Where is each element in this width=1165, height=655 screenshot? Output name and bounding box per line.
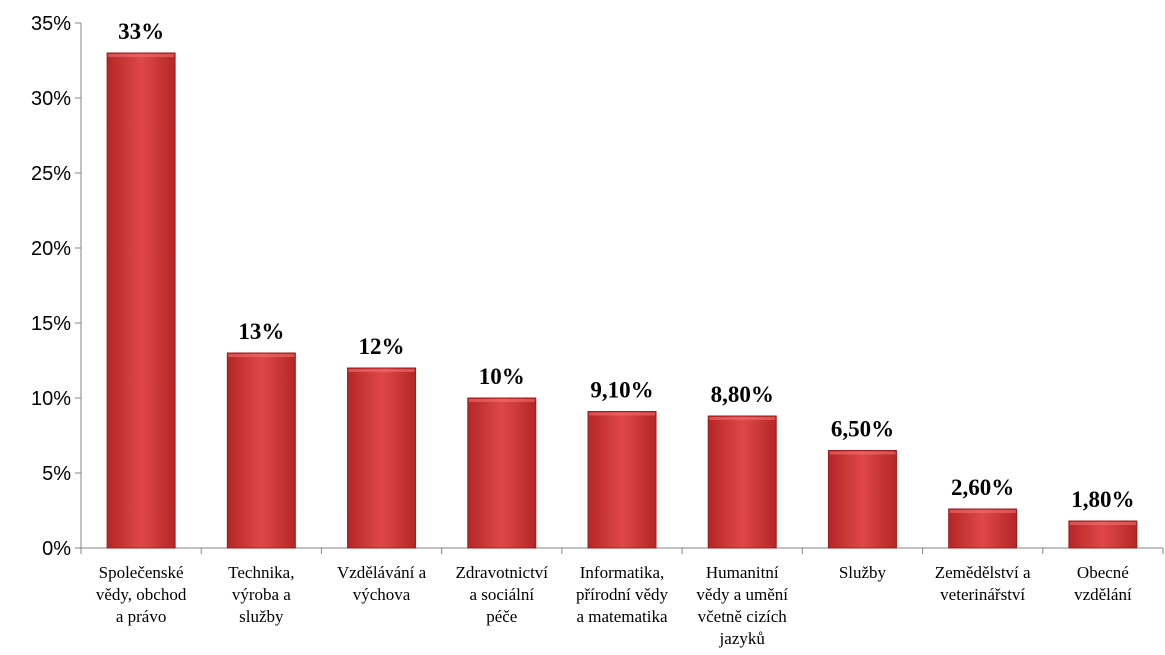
bar-highlight	[108, 54, 174, 57]
category-label-line: jazyků	[719, 629, 766, 648]
bar	[227, 353, 295, 548]
data-label: 8,80%	[711, 382, 774, 407]
category-label-line: Služby	[839, 563, 887, 582]
bar-highlight	[709, 417, 775, 420]
category-label-line: Zdravotnictví	[456, 563, 549, 582]
category-label-line: vědy, obchod	[96, 585, 187, 604]
category-label-line: Obecné	[1077, 563, 1129, 582]
category-label: Humanitní vědy a umění včetně cizích jazyků	[696, 563, 788, 648]
y-tick-label: 30%	[31, 88, 71, 110]
y-tick-label: 20%	[31, 238, 71, 260]
bar	[348, 368, 416, 548]
category-label-line: vzdělání	[1074, 585, 1132, 604]
category-label-line: Technika,	[228, 563, 294, 582]
category-label: Zdravotnictví a sociální péče	[456, 563, 549, 626]
bars	[107, 53, 1137, 548]
bar	[708, 416, 776, 548]
category-label-line: výroba a	[232, 585, 291, 604]
bar	[1069, 521, 1137, 548]
bar-highlight	[228, 354, 294, 357]
bar	[468, 398, 536, 548]
bar-highlight	[349, 369, 415, 372]
category-label-line: přírodní vědy	[576, 585, 669, 604]
category-label-line: Zemědělství a	[935, 563, 1031, 582]
x-axis	[81, 548, 1163, 554]
bar	[949, 509, 1017, 548]
category-label-line: Informatika,	[580, 563, 665, 582]
category-label: Společenské vědy, obchod a právo	[96, 563, 187, 626]
data-label: 13%	[238, 319, 284, 344]
data-label: 6,50%	[831, 417, 894, 442]
data-label: 1,80%	[1071, 487, 1134, 512]
category-label-line: vědy a umění	[696, 585, 788, 604]
category-label-line: a sociální	[469, 585, 534, 604]
category-label-line: služby	[239, 607, 284, 626]
data-label: 9,10%	[590, 378, 653, 403]
category-label: Technika, výroba a služby	[228, 563, 294, 626]
y-tick-label: 0%	[42, 538, 71, 560]
category-label: Vzdělávání a výchova	[337, 563, 427, 604]
y-tick-label: 15%	[31, 313, 71, 335]
bar-highlight	[829, 452, 895, 455]
category-label-line: veterinářství	[940, 585, 1025, 604]
bar	[107, 53, 175, 548]
bar-highlight	[950, 510, 1016, 513]
bar-highlight	[469, 399, 535, 402]
y-tick-label: 25%	[31, 163, 71, 185]
bar	[828, 451, 896, 549]
y-axis: 0% 5% 10% 15% 20% 25% 30% 35%	[31, 13, 81, 560]
data-label: 10%	[479, 364, 525, 389]
bar-highlight	[1070, 522, 1136, 525]
category-label-line: péče	[486, 607, 517, 626]
category-label-line: Vzdělávání a	[337, 563, 427, 582]
y-tick-label: 5%	[42, 463, 71, 485]
category-label: Informatika, přírodní vědy a matematika	[576, 563, 669, 626]
category-label-line: Humanitní	[706, 563, 779, 582]
bar	[588, 412, 656, 549]
y-tick-label: 35%	[31, 13, 71, 35]
category-label-line: výchova	[353, 585, 411, 604]
data-label: 33%	[118, 19, 164, 44]
category-label-line: a matematika	[576, 607, 668, 626]
category-label-line: včetně cizích	[698, 607, 788, 626]
data-label: 2,60%	[951, 475, 1014, 500]
category-label: Zemědělství a veterinářství	[935, 563, 1031, 604]
data-label: 12%	[359, 334, 405, 359]
y-tick-label: 10%	[31, 388, 71, 410]
category-labels: Společenské vědy, obchod a právo Technika, v…	[96, 563, 1132, 648]
category-label: Služby	[839, 563, 887, 582]
category-label-line: a právo	[116, 607, 167, 626]
category-label-line: Společenské	[99, 563, 184, 582]
bar-highlight	[589, 413, 655, 416]
category-label: Obecné vzdělání	[1074, 563, 1132, 604]
